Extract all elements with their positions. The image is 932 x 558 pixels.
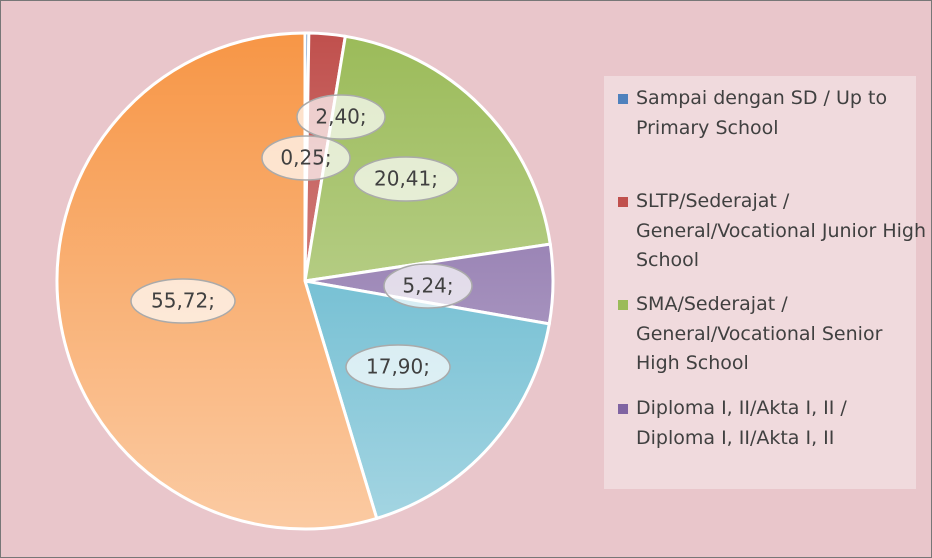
legend: Sampai dengan SD / Up to Primary School S… bbox=[604, 76, 926, 489]
legend-swatch bbox=[618, 404, 628, 414]
legend-label: SMA/Sederajat / General/Vocational Senio… bbox=[636, 293, 883, 374]
legend-label: Sampai dengan SD / Up to Primary School bbox=[636, 87, 888, 139]
legend-item: Diploma I, II/Akta I, II / Diploma I, II… bbox=[618, 394, 926, 453]
label-bubble bbox=[130, 278, 236, 324]
data-label: 55,72; bbox=[151, 289, 215, 313]
legend-item: SLTP/Sederajat / General/Vocational Juni… bbox=[618, 187, 926, 276]
legend-label: Diploma I, II/Akta I, II / Diploma I, II… bbox=[636, 397, 847, 449]
data-label: 5,24; bbox=[402, 274, 453, 298]
legend-label: SLTP/Sederajat / General/Vocational Juni… bbox=[636, 190, 926, 271]
legend-swatch bbox=[618, 197, 628, 207]
legend-swatch bbox=[618, 300, 628, 310]
data-label: 20,41; bbox=[374, 167, 438, 191]
label-bubble bbox=[345, 344, 451, 390]
label-bubble bbox=[261, 135, 351, 181]
legend-swatch bbox=[618, 94, 628, 104]
legend-item: SMA/Sederajat / General/Vocational Senio… bbox=[618, 290, 926, 379]
data-label: 17,90; bbox=[366, 355, 430, 379]
label-bubble bbox=[383, 263, 473, 309]
label-bubble bbox=[296, 94, 386, 140]
data-label: 0,25; bbox=[280, 146, 331, 170]
data-label: 2,40; bbox=[315, 105, 366, 129]
label-bubble bbox=[353, 156, 459, 202]
legend-item: Sampai dengan SD / Up to Primary School bbox=[618, 84, 926, 143]
